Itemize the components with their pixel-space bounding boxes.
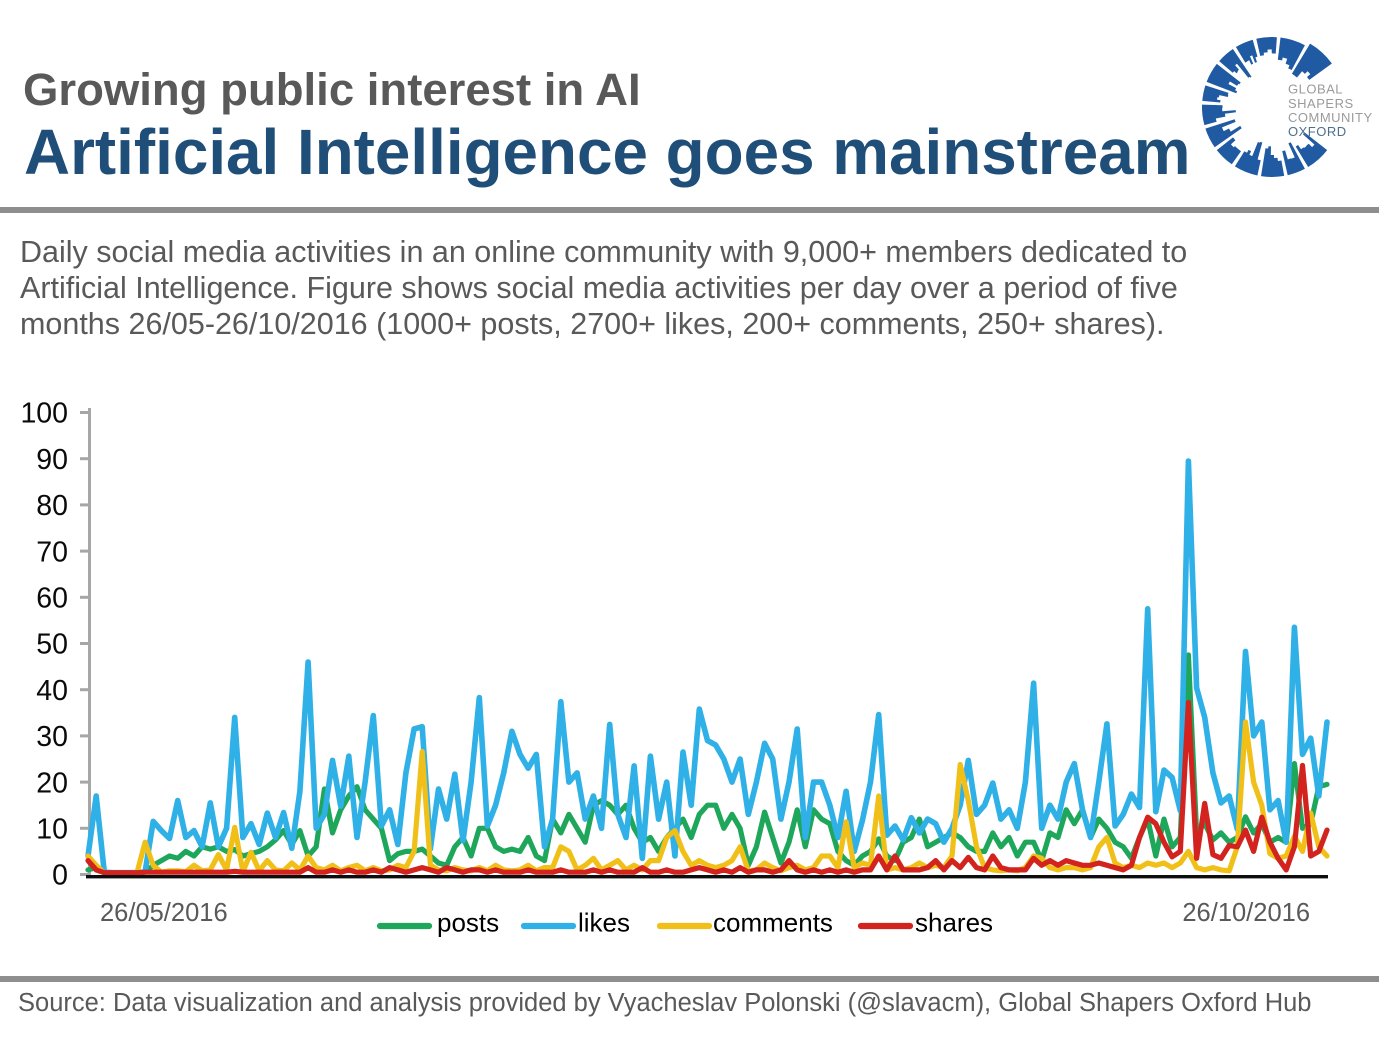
svg-text:GLOBAL: GLOBAL [1288,81,1343,96]
svg-text:60: 60 [36,583,68,615]
svg-text:0: 0 [52,860,68,892]
svg-text:90: 90 [36,444,68,476]
svg-text:26/05/2016: 26/05/2016 [100,899,228,927]
svg-text:20: 20 [36,767,68,799]
svg-text:80: 80 [36,490,68,522]
svg-text:50: 50 [36,629,68,661]
svg-text:comments: comments [713,908,833,938]
svg-text:shares: shares [915,908,993,938]
svg-text:26/10/2016: 26/10/2016 [1182,899,1310,927]
svg-text:10: 10 [36,814,68,846]
svg-text:OXFORD: OXFORD [1288,124,1347,139]
svg-text:posts: posts [437,908,499,938]
svg-text:30: 30 [36,721,68,753]
svg-text:40: 40 [36,675,68,707]
svg-text:70: 70 [36,536,68,568]
svg-text:COMMUNITY: COMMUNITY [1288,110,1373,125]
svg-text:SHAPERS: SHAPERS [1288,96,1354,111]
svg-text:100: 100 [20,398,68,430]
svg-text:likes: likes [578,908,630,938]
